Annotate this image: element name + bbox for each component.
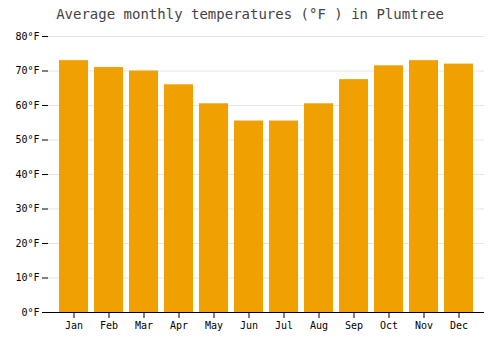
svg-text:10°F: 10°F <box>15 272 39 283</box>
svg-text:0°F: 0°F <box>21 307 39 318</box>
svg-text:60°F: 60°F <box>15 100 39 111</box>
svg-text:Mar: Mar <box>135 320 153 331</box>
svg-text:50°F: 50°F <box>15 134 39 145</box>
svg-text:Jan: Jan <box>65 320 83 331</box>
svg-text:Nov: Nov <box>415 320 433 331</box>
svg-text:Feb: Feb <box>100 320 118 331</box>
svg-text:80°F: 80°F <box>15 31 39 42</box>
html-text:Average monthly temperatures (: Average monthly temperatures (°F ) in Pl… <box>56 6 444 22</box>
svg-text:70°F: 70°F <box>15 65 39 76</box>
svg-text:Aug: Aug <box>310 320 328 331</box>
svg-text:Oct: Oct <box>380 320 398 331</box>
svg-text:Jun: Jun <box>240 320 258 331</box>
svg-text:40°F: 40°F <box>15 169 39 180</box>
svg-text:Jul: Jul <box>275 320 293 331</box>
svg-text:30°F: 30°F <box>15 203 39 214</box>
svg-text:May: May <box>205 320 223 331</box>
svg-text:Apr: Apr <box>170 320 188 331</box>
svg-text:20°F: 20°F <box>15 238 39 249</box>
svg-text:Dec: Dec <box>450 320 468 331</box>
svg-text:Sep: Sep <box>345 320 363 331</box>
